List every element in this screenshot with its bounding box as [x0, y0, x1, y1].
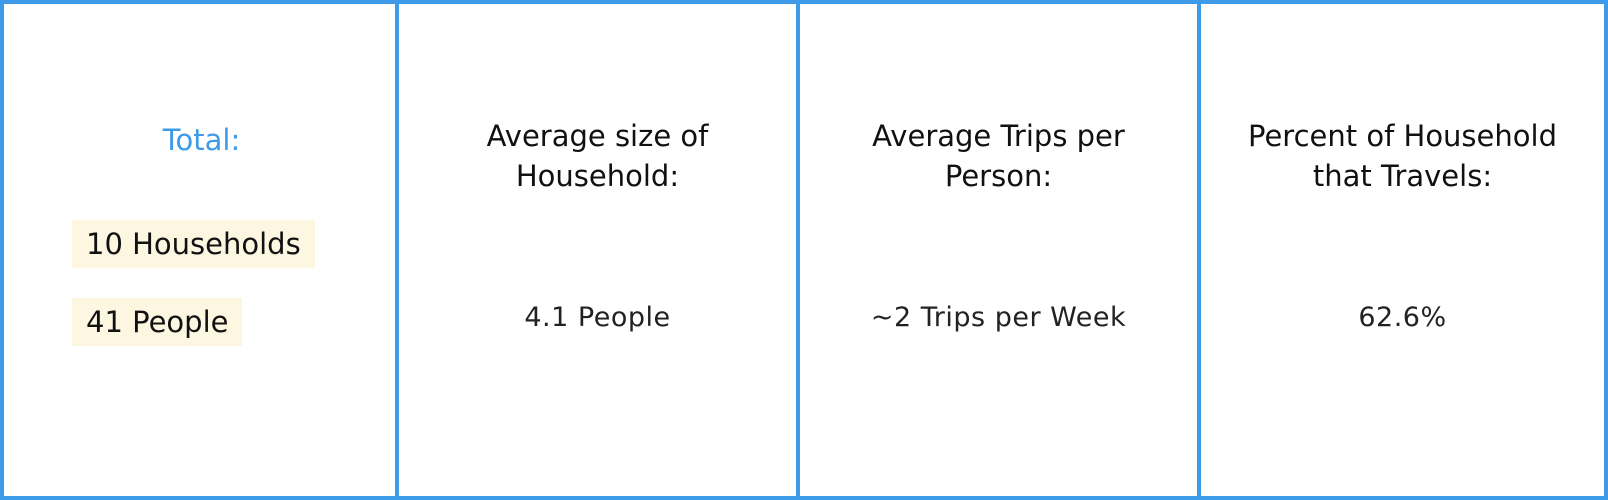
travel-percent-cell: Percent of Household that Travels: 62.6% — [1201, 4, 1604, 496]
household-size-heading: Average size of Household: — [399, 116, 796, 196]
travel-percent-value: 62.6% — [1358, 302, 1447, 333]
trips-per-person-cell: Average Trips per Person: ~2 Trips per W… — [800, 4, 1201, 496]
people-count-badge: 41 People — [72, 298, 243, 346]
household-size-heading-line1: Average size of — [486, 119, 709, 153]
travel-percent-heading-line2: that Travels: — [1312, 159, 1493, 193]
travel-percent-heading: Percent of Household that Travels: — [1201, 116, 1604, 196]
household-size-heading-line2: Household: — [515, 159, 680, 193]
household-size-cell: Average size of Household: 4.1 People — [399, 4, 800, 496]
trips-per-person-heading-line1: Average Trips per — [872, 119, 1125, 153]
households-count-badge: 10 Households — [72, 220, 315, 268]
trips-per-person-heading-line2: Person: — [944, 159, 1053, 193]
trips-per-person-value: ~2 Trips per Week — [870, 302, 1127, 333]
total-label: Total: — [162, 123, 241, 157]
trips-per-person-heading: Average Trips per Person: — [800, 116, 1197, 196]
travel-percent-heading-line1: Percent of Household — [1248, 119, 1557, 153]
household-size-value: 4.1 People — [524, 302, 671, 333]
totals-cell: Total: 10 Households 41 People — [4, 4, 399, 496]
